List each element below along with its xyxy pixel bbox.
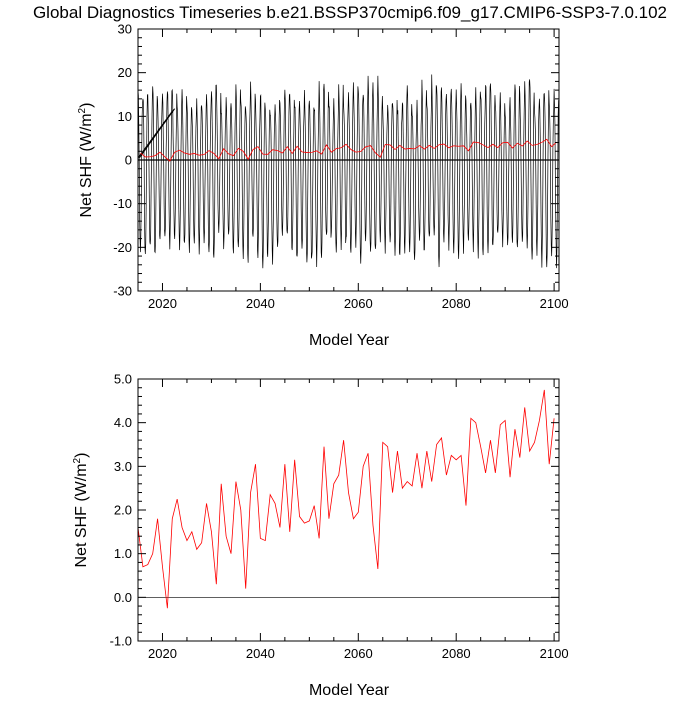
top-annual-mean-line xyxy=(140,138,557,162)
bottom-y-tick-label: 4.0 xyxy=(114,415,132,430)
bottom-axis-ticks: 2020 2040 2060 2080 2100 -1.0 0.0 1.0 2.0 3.0 4.0 5… xyxy=(110,372,569,662)
bottom-y-tick-label: 2.0 xyxy=(114,503,132,518)
top-y-tick-label: 20 xyxy=(118,65,132,80)
bottom-x-tick-label: 2100 xyxy=(540,646,569,661)
top-x-axis-label: Model Year xyxy=(309,332,390,349)
bottom-y-tick-label: 3.0 xyxy=(114,459,132,474)
top-y-tick-label: 30 xyxy=(118,22,132,37)
bottom-x-axis-label: Model Year xyxy=(309,682,390,699)
chart-title: Global Diagnostics Timeseries b.e21.BSSP… xyxy=(33,3,667,22)
top-y-axis-label-close: ) xyxy=(78,103,95,108)
top-y-tick-label: 10 xyxy=(118,109,132,124)
top-y-axis-label-sup: 2 xyxy=(77,107,88,113)
spin-up-segment xyxy=(139,108,176,159)
top-x-tick-label: 2080 xyxy=(442,296,471,311)
bottom-plot-lines xyxy=(137,389,559,609)
bottom-y-axis-label: Net SHF (W/m2) xyxy=(72,453,90,568)
bottom-y-tick-label: 5.0 xyxy=(114,372,132,387)
top-y-axis-label: Net SHF (W/m2) xyxy=(77,103,95,218)
top-y-tick-label: -20 xyxy=(113,240,132,255)
monthly-cycle-line xyxy=(137,74,559,269)
bottom-y-axis-label-main: Net SHF (W/m xyxy=(73,463,90,567)
top-y-tick-label: -10 xyxy=(113,196,132,211)
top-x-tick-label: 2060 xyxy=(344,296,373,311)
bottom-panel: 2020 2040 2060 2080 2100 -1.0 0.0 1.0 2.0 3.0 4.0 5… xyxy=(72,372,569,700)
bottom-x-tick-label: 2020 xyxy=(148,646,177,661)
bottom-plot-frame xyxy=(137,378,560,642)
bottom-y-tick-label: 1.0 xyxy=(114,546,132,561)
top-y-axis-label-main: Net SHF (W/m xyxy=(78,113,95,217)
bottom-annual-mean-line xyxy=(137,389,555,609)
top-y-tick-label: 0 xyxy=(125,153,132,168)
bottom-y-tick-label: 0.0 xyxy=(114,590,132,605)
bottom-y-axis-label-sup: 2 xyxy=(72,457,83,463)
top-x-tick-label: 2100 xyxy=(540,296,569,311)
top-axis-ticks: 2020 2040 2060 2080 2100 -30 -20 -10 0 10 20 30 xyxy=(113,22,568,312)
top-x-tick-label: 2040 xyxy=(246,296,275,311)
top-x-tick-label: 2020 xyxy=(148,296,177,311)
bottom-x-tick-label: 2040 xyxy=(246,646,275,661)
bottom-y-tick-label: -1.0 xyxy=(110,634,132,649)
bottom-x-tick-label: 2060 xyxy=(344,646,373,661)
top-plot-lines xyxy=(137,74,559,269)
bottom-y-axis-label-close: ) xyxy=(73,453,90,458)
top-panel: 2020 2040 2060 2080 2100 -30 -20 -10 0 10 20 30 Mod… xyxy=(77,22,569,350)
bottom-x-tick-label: 2080 xyxy=(442,646,471,661)
top-y-tick-label: -30 xyxy=(113,284,132,299)
